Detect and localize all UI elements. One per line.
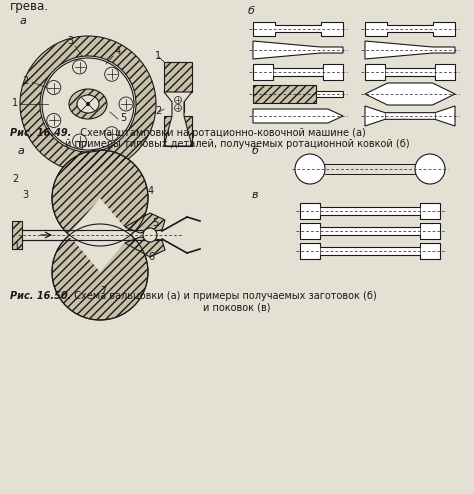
Circle shape (174, 96, 182, 104)
Circle shape (119, 97, 133, 111)
Text: 4: 4 (148, 186, 154, 196)
Text: а: а (18, 146, 25, 156)
Bar (12, 221, 22, 249)
Circle shape (295, 154, 325, 184)
Polygon shape (125, 213, 165, 233)
Text: 3: 3 (22, 190, 28, 200)
Circle shape (42, 58, 134, 150)
Bar (12, 221, 22, 249)
Text: Рис. 16.50.: Рис. 16.50. (10, 291, 72, 301)
Bar (164, 116, 192, 146)
Bar (172, 96, 184, 112)
Polygon shape (253, 109, 343, 123)
Circle shape (86, 102, 90, 106)
Wedge shape (68, 222, 132, 272)
Ellipse shape (69, 89, 107, 119)
Bar (253, 85, 316, 103)
Text: б: б (252, 146, 259, 156)
Text: Рис. 16.49.: Рис. 16.49. (10, 128, 72, 138)
Text: 6: 6 (148, 252, 154, 262)
Text: 1: 1 (14, 242, 20, 252)
Circle shape (52, 224, 148, 320)
Bar (316, 91, 343, 97)
Polygon shape (365, 83, 455, 105)
Polygon shape (300, 223, 440, 239)
Circle shape (73, 134, 87, 148)
Polygon shape (365, 22, 455, 36)
Polygon shape (365, 41, 455, 59)
Text: в: в (252, 190, 258, 200)
Circle shape (40, 56, 136, 152)
Text: и поковок (в): и поковок (в) (203, 302, 271, 312)
Bar (164, 62, 192, 92)
Bar (164, 62, 192, 92)
Bar (164, 116, 192, 146)
Circle shape (174, 105, 182, 112)
Text: 7: 7 (100, 286, 106, 296)
Ellipse shape (77, 95, 99, 113)
Polygon shape (253, 41, 343, 59)
Bar (172, 96, 184, 112)
Polygon shape (253, 22, 343, 36)
Polygon shape (300, 243, 440, 259)
Text: 1: 1 (155, 51, 161, 61)
Text: 5: 5 (120, 113, 126, 123)
Text: 2: 2 (155, 106, 161, 116)
Text: 4: 4 (115, 46, 121, 56)
Polygon shape (300, 203, 440, 219)
Polygon shape (253, 64, 343, 80)
Text: 2: 2 (22, 76, 28, 86)
Text: 5: 5 (152, 218, 158, 228)
Circle shape (52, 150, 148, 246)
Text: й примеры типовых деталей, получаемых ротационной ковкой (б): й примеры типовых деталей, получаемых ро… (64, 139, 410, 149)
Circle shape (47, 114, 61, 127)
Polygon shape (164, 92, 192, 146)
Circle shape (73, 60, 87, 74)
Wedge shape (68, 198, 132, 248)
Bar (253, 85, 316, 103)
Polygon shape (125, 237, 165, 257)
Polygon shape (365, 64, 455, 80)
Circle shape (415, 154, 445, 184)
Text: 2: 2 (12, 174, 18, 184)
Circle shape (105, 126, 118, 141)
Text: Схема вальцовки (а) и примеры получаемых заготовок (б): Схема вальцовки (а) и примеры получаемых… (68, 291, 377, 301)
Text: Схема штамповки на ротационно-ковочной машине (а): Схема штамповки на ротационно-ковочной м… (74, 128, 366, 138)
Text: б: б (248, 6, 255, 16)
Polygon shape (365, 106, 455, 126)
Circle shape (105, 67, 118, 82)
Circle shape (20, 36, 156, 172)
Text: 3: 3 (67, 36, 73, 46)
Text: грева.: грева. (10, 0, 49, 13)
Text: а: а (20, 16, 27, 26)
Text: 1: 1 (12, 98, 18, 108)
Circle shape (143, 228, 157, 242)
Circle shape (47, 81, 61, 94)
